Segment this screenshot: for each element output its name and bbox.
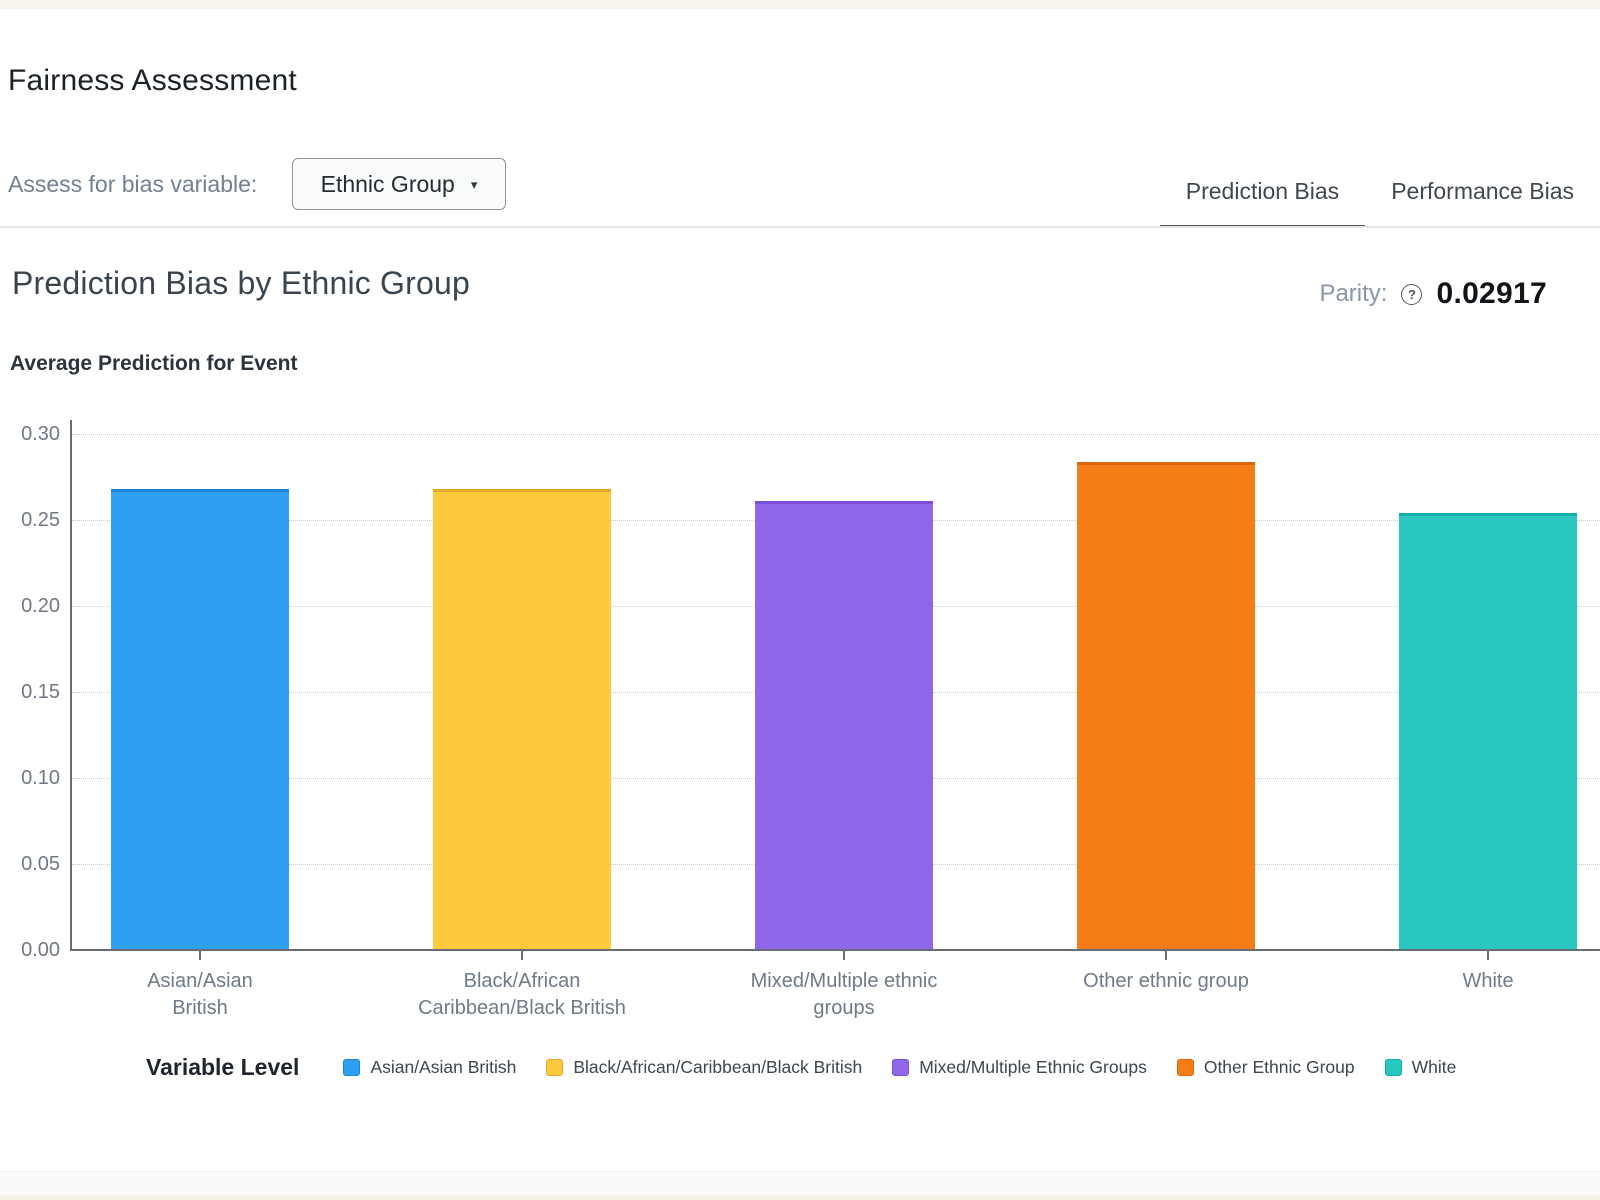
legend-item-label: Black/African/Caribbean/Black British <box>573 1057 863 1077</box>
bias-variable-dropdown[interactable]: Ethnic Group ▾ <box>292 158 506 210</box>
bias-variable-selected-value: Ethnic Group <box>320 170 455 197</box>
tab-prediction-bias[interactable]: Prediction Bias <box>1159 155 1366 228</box>
bar-mixed-multiple-ethnic-groups[interactable] <box>755 501 933 950</box>
legend-swatch-icon <box>1384 1059 1402 1076</box>
help-icon[interactable]: ? <box>1401 283 1423 305</box>
legend-item-label: Asian/Asian British <box>370 1057 517 1077</box>
y-tick-label-0.00: 0.00 <box>21 939 60 961</box>
x-axis-tick <box>1165 951 1167 960</box>
x-tick-label-4: Other ethnic group <box>1083 970 1249 992</box>
legend-item-white[interactable]: White <box>1384 1057 1457 1078</box>
x-axis-tick <box>521 951 523 960</box>
bar-other-ethnic-group[interactable] <box>1077 461 1255 950</box>
page-title: Fairness Assessment <box>8 64 297 97</box>
y-tick-label-0.20: 0.20 <box>21 595 60 617</box>
chart-title: Average Prediction for Event <box>10 352 298 375</box>
y-tick-label-0.15: 0.15 <box>21 681 60 703</box>
tab-performance-bias[interactable]: Performance Bias <box>1365 155 1600 228</box>
y-tick-label-0.25: 0.25 <box>21 509 60 531</box>
chart-legend: Variable Level Asian/Asian British Black/… <box>146 1054 1456 1081</box>
gridline-0.30 <box>72 434 1600 435</box>
legend-items: Asian/Asian British Black/African/Caribbe… <box>343 1057 1456 1078</box>
chevron-down-icon: ▾ <box>470 177 478 192</box>
section-title: Prediction Bias by Ethnic Group <box>12 265 470 301</box>
legend-swatch-icon <box>892 1059 910 1076</box>
x-axis-tick <box>843 951 845 960</box>
bias-tabs: Prediction Bias Performance Bias <box>1159 155 1600 228</box>
bottom-edge-strip <box>0 1195 1600 1200</box>
parity-value: 0.02917 <box>1436 277 1547 310</box>
parity-indicator: Parity: ? 0.02917 <box>1319 274 1547 314</box>
x-tick-label-1: Asian/Asian British <box>147 970 253 1019</box>
legend-swatch-icon <box>1176 1059 1194 1076</box>
legend-item-mixed-multiple-ethnic-groups[interactable]: Mixed/Multiple Ethnic Groups <box>892 1057 1147 1078</box>
legend-swatch-icon <box>343 1059 361 1076</box>
y-axis-line <box>70 420 72 951</box>
legend-item-label: Other Ethnic Group <box>1203 1057 1355 1077</box>
x-axis-tick <box>1487 951 1489 960</box>
y-tick-label-0.30: 0.30 <box>21 423 60 445</box>
legend-item-black-african-caribbean-black-british[interactable]: Black/African/Caribbean/Black British <box>546 1057 862 1078</box>
bar-white[interactable] <box>1399 513 1577 950</box>
x-tick-label-2: Black/African Caribbean/Black British <box>418 970 626 1019</box>
bias-variable-label: Assess for bias variable: <box>8 171 258 197</box>
y-tick-label-0.05: 0.05 <box>21 853 60 875</box>
legend-swatch-icon <box>546 1059 564 1076</box>
y-tick-label-0.10: 0.10 <box>21 767 60 789</box>
parity-label: Parity: <box>1319 280 1388 307</box>
x-tick-label-5: White <box>1462 970 1514 992</box>
legend-item-asian-asian-british[interactable]: Asian/Asian British <box>343 1057 516 1078</box>
legend-item-label: White <box>1411 1057 1457 1077</box>
legend-item-other-ethnic-group[interactable]: Other Ethnic Group <box>1176 1057 1355 1078</box>
legend-title: Variable Level <box>146 1054 300 1080</box>
x-tick-label-3: Mixed/Multiple ethnic groups <box>750 970 938 1019</box>
x-axis-tick <box>199 951 201 960</box>
bar-asian-asian-british[interactable] <box>111 489 289 950</box>
legend-item-label: Mixed/Multiple Ethnic Groups <box>919 1057 1147 1077</box>
top-edge-strip <box>0 0 1600 9</box>
bar-black-african-caribbean-black-british[interactable] <box>433 489 611 950</box>
tabs-divider <box>0 226 1600 228</box>
